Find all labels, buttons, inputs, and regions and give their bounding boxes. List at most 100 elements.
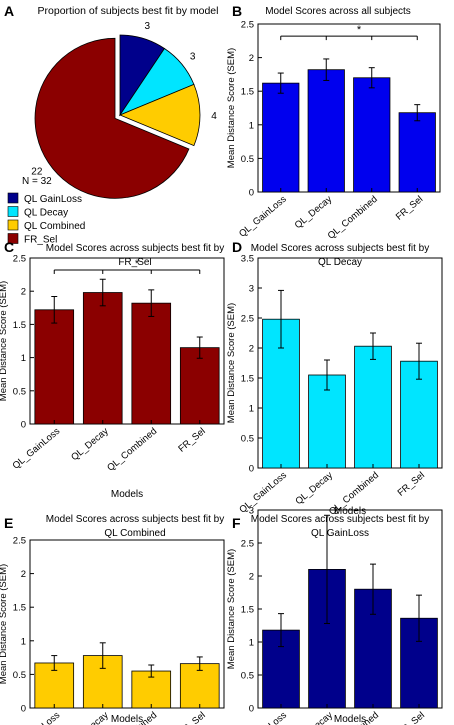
bar <box>34 309 75 425</box>
panel-letter: D <box>232 239 242 255</box>
x-tick-label: QL_Decay <box>293 194 335 231</box>
pie-annotation: N = 32 <box>22 176 52 187</box>
y-axis-label: Mean Distance Score (SEM) <box>226 48 237 168</box>
y-tick-label: 2.5 <box>241 20 254 31</box>
y-tick-label: 2 <box>249 53 254 64</box>
y-tick-label: 1.5 <box>241 374 254 385</box>
panel-d: D Model Scores across subjects best fit b… <box>226 239 443 518</box>
x-tick-label: FR_Sel <box>394 194 425 223</box>
significance-marker: * <box>357 24 362 36</box>
x-tick-label: QL_GainLoss <box>237 710 289 725</box>
y-tick-label: 0.5 <box>13 386 26 397</box>
bar <box>398 112 436 193</box>
significance-marker: * <box>135 258 140 270</box>
chart-title: Model Scores across subjects best fit by <box>46 514 224 525</box>
chart-title-line2: QL GainLoss <box>311 528 369 539</box>
legend-swatch <box>7 206 19 217</box>
panel-letter: B <box>232 3 242 19</box>
y-tick-label: 2.5 <box>13 254 26 265</box>
y-tick-label: 0.5 <box>241 154 254 165</box>
chart-title: Model Scores across subjects best fit by <box>46 243 224 254</box>
y-tick-label: 0 <box>21 420 26 431</box>
chart-title: Model Scores across subjects best fit by <box>251 514 429 525</box>
bar <box>262 82 300 193</box>
y-tick-label: 2.5 <box>241 539 254 550</box>
x-tick-label: FR_Sel <box>396 470 427 499</box>
y-tick-label: 2.5 <box>241 314 254 325</box>
y-axis-label: Mean Distance Score (SEM) <box>0 281 9 401</box>
x-tick-label: QL_GainLoss <box>237 470 289 516</box>
x-tick-label: QL_Decay <box>69 426 111 463</box>
y-axis-label: Mean Distance Score (SEM) <box>226 303 237 423</box>
y-tick-label: 1.5 <box>13 603 26 614</box>
x-axis-label: Models <box>111 714 143 725</box>
bar <box>307 69 345 193</box>
y-tick-label: 2 <box>21 287 26 298</box>
pie-slice-value: 4 <box>211 111 217 122</box>
pie-legend: QL GainLoss QL Decay QL Combined FR_Sel <box>7 192 85 246</box>
panel-letter: C <box>4 239 14 255</box>
y-axis-label: Mean Distance Score (SEM) <box>226 549 237 669</box>
pie-slice-labels: 3 3 4 22 <box>31 21 217 178</box>
x-tick-label: QL_Combined <box>326 194 380 242</box>
x-tick-label: QL_Decay <box>293 710 335 725</box>
pie-slice <box>34 37 190 199</box>
legend-label: QL Decay <box>24 208 68 219</box>
y-tick-label: 1 <box>21 353 26 364</box>
y-tick-label: 0.5 <box>13 670 26 681</box>
bar <box>131 302 172 425</box>
panel-letter-a: A <box>4 3 14 19</box>
y-tick-label: 0.5 <box>241 434 254 445</box>
y-tick-label: 1 <box>249 638 254 649</box>
chart-title: Model Scores across all subjects <box>265 6 411 17</box>
bar <box>82 292 123 425</box>
plot-area <box>29 539 225 709</box>
pie-title: Proportion of subjects best fit by model <box>38 5 219 17</box>
y-tick-label: 0 <box>21 704 26 715</box>
y-tick-label: 2 <box>21 569 26 580</box>
legend-label: FR_Sel <box>24 235 57 246</box>
bar <box>179 347 220 425</box>
panel-letter: F <box>232 515 241 531</box>
x-axis-label: Models <box>334 506 366 517</box>
y-tick-label: 1.5 <box>241 605 254 616</box>
panel-letter: E <box>4 515 13 531</box>
y-tick-label: 0 <box>249 704 254 715</box>
y-tick-label: 0 <box>249 464 254 475</box>
x-tick-label: FR_Sel <box>176 710 207 725</box>
y-tick-label: 2 <box>249 572 254 583</box>
plot-area <box>257 257 443 469</box>
plot-area <box>257 23 441 193</box>
x-tick-label: QL_Decay <box>293 470 335 507</box>
y-tick-label: 1 <box>21 636 26 647</box>
y-tick-label: 3 <box>249 506 254 517</box>
y-tick-label: 0.5 <box>241 671 254 682</box>
bar <box>353 77 391 193</box>
panel-c: C Model Scores across subjects best fit b… <box>0 239 225 500</box>
chart-title-line2: QL Combined <box>104 528 165 539</box>
x-axis-label: Models <box>334 714 366 725</box>
chart-title-line2: FR_Sel <box>118 257 151 268</box>
y-tick-label: 1 <box>249 120 254 131</box>
pie-slice-value: 3 <box>190 51 196 62</box>
y-tick-label: 1.5 <box>241 87 254 98</box>
x-tick-label: QL_GainLoss <box>237 194 289 240</box>
legend-swatch <box>7 219 19 231</box>
chart-title: Model Scores across subjects best fit by <box>251 243 429 254</box>
pie-slice <box>118 83 201 147</box>
y-tick-label: 2 <box>249 344 254 355</box>
chart-title-line2: QL Decay <box>318 257 362 268</box>
pie-slice-value: 22 <box>31 167 43 178</box>
plot-area <box>29 257 225 425</box>
y-tick-label: 0 <box>249 188 254 199</box>
legend-label: QL Combined <box>24 221 85 232</box>
bar <box>354 345 392 469</box>
y-tick-label: 1 <box>249 404 254 415</box>
panel-b: B Model Scores across all subjects 0 0.5 1 1.… <box>226 3 441 242</box>
x-tick-label: FR_Sel <box>396 710 427 725</box>
pie-slice-value: 3 <box>145 21 151 32</box>
pie-slices <box>34 34 201 199</box>
legend-swatch <box>7 233 19 244</box>
legend-swatch <box>7 192 19 204</box>
